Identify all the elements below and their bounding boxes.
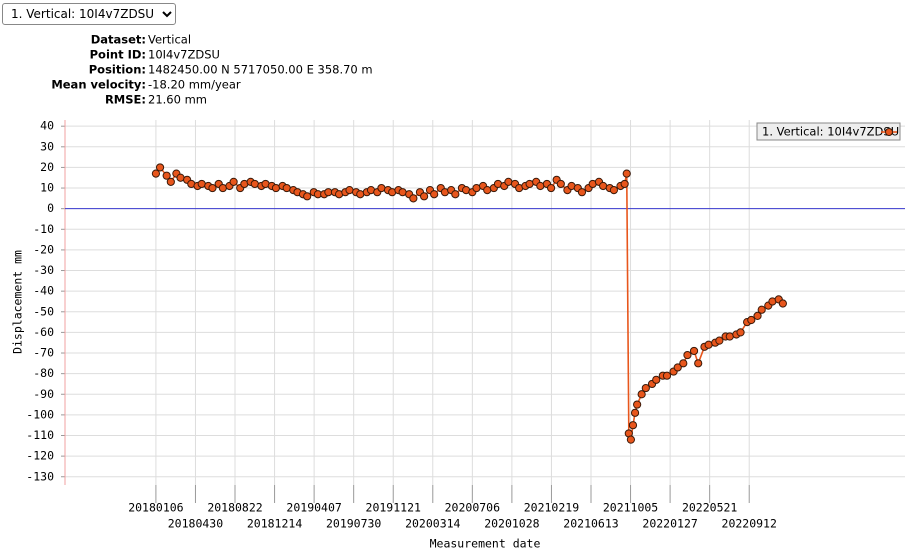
x-tick-label: 20200314 — [405, 517, 460, 531]
info-label: Dataset: — [91, 33, 146, 47]
y-tick-label: 40 — [40, 119, 54, 133]
info-label: RMSE: — [105, 93, 146, 107]
data-point — [430, 190, 439, 199]
x-tick-label: 20180430 — [168, 517, 223, 531]
data-point — [673, 363, 682, 372]
y-tick-label: -20 — [33, 242, 54, 256]
x-tick-label: 20181214 — [247, 517, 302, 531]
data-point — [683, 350, 692, 360]
info-label: Position: — [89, 63, 146, 77]
x-tick-label: 20220912 — [722, 517, 777, 531]
x-tick-label: 20220521 — [682, 501, 737, 515]
info-label: Point ID: — [90, 48, 146, 62]
data-point — [609, 186, 618, 195]
data-point — [662, 371, 672, 380]
data-point — [420, 192, 429, 201]
dataset-selector[interactable]: 1. Vertical: 10I4v7ZDSU — [2, 3, 176, 25]
y-tick-label: -110 — [26, 428, 54, 442]
data-point — [577, 188, 587, 197]
y-tick-label: -70 — [33, 346, 54, 360]
x-tick-label: 20190407 — [286, 501, 341, 515]
data-point — [620, 179, 629, 189]
data-point — [715, 336, 724, 345]
data-point — [736, 328, 745, 337]
info-value: 1482450.00 N 5717050.00 E 358.70 m — [148, 63, 373, 77]
x-tick-label: 20190730 — [326, 517, 381, 531]
y-tick-label: 0 — [47, 201, 54, 215]
data-point — [652, 375, 661, 384]
y-tick-label: -40 — [33, 284, 54, 298]
x-tick-label: 20180106 — [128, 501, 183, 515]
info-value: 10I4v7ZDSU — [148, 48, 220, 62]
data-point — [747, 315, 756, 325]
data-point — [229, 177, 238, 186]
x-axis-label: Measurement date — [430, 537, 541, 551]
data-point — [628, 421, 638, 430]
y-tick-label: 10 — [40, 181, 54, 195]
y-tick-label: -50 — [33, 304, 54, 318]
data-point — [162, 171, 171, 180]
data-point — [637, 390, 646, 399]
info-value: 21.60 mm — [148, 93, 207, 107]
data-point — [151, 169, 161, 178]
data-point — [689, 346, 699, 356]
x-tick-label: 20180822 — [207, 501, 262, 515]
x-tick-label: 20210219 — [524, 501, 579, 515]
x-tick-label: 20201028 — [484, 517, 539, 531]
data-point — [679, 359, 688, 368]
y-tick-label: -10 — [33, 222, 54, 236]
y-axis-label: Displacement mm — [11, 250, 25, 354]
data-point — [626, 435, 635, 444]
legend-marker — [885, 128, 893, 136]
x-tick-label: 20210613 — [563, 517, 618, 531]
y-tick-label: -100 — [26, 407, 54, 421]
data-point — [630, 408, 640, 417]
y-tick-label: -120 — [26, 449, 54, 463]
data-point — [757, 305, 766, 314]
y-tick-label: -130 — [26, 469, 54, 483]
info-value: -18.20 mm/year — [148, 78, 241, 92]
data-point — [633, 400, 642, 409]
data-point — [166, 177, 175, 186]
y-tick-label: -60 — [33, 325, 54, 339]
data-point — [622, 169, 631, 178]
y-tick-label: -90 — [33, 387, 54, 401]
x-tick-label: 20191121 — [366, 501, 421, 515]
y-tick-label: 30 — [40, 139, 54, 153]
data-point — [409, 194, 418, 203]
info-value: Vertical — [148, 33, 191, 47]
y-tick-label: -30 — [33, 263, 54, 277]
x-tick-label: 20200706 — [445, 501, 500, 515]
data-point — [208, 183, 217, 193]
data-point — [546, 183, 556, 193]
info-label: Mean velocity: — [51, 78, 146, 92]
data-point — [451, 190, 460, 199]
data-point — [778, 299, 787, 308]
x-tick-label: 20211005 — [603, 501, 658, 515]
legend-box — [756, 122, 901, 141]
data-point — [155, 163, 165, 172]
y-tick-label: 20 — [40, 160, 54, 174]
x-tick-label: 20220127 — [642, 517, 697, 531]
data-point — [303, 192, 312, 201]
data-point — [753, 311, 762, 321]
data-point — [694, 359, 703, 368]
legend-label: 1. Vertical: 10I4v7ZDSU — [762, 125, 899, 139]
data-point — [641, 383, 650, 393]
y-tick-label: -80 — [33, 366, 54, 380]
data-point — [556, 179, 565, 189]
